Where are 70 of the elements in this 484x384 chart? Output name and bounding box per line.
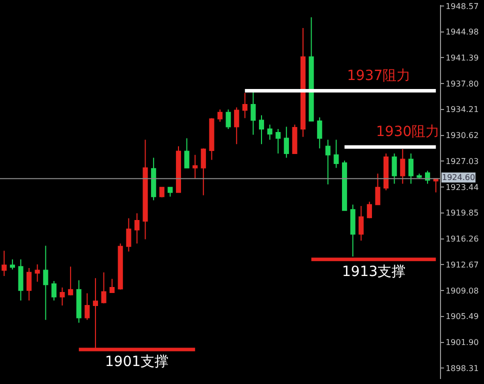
candlestick — [242, 92, 248, 119]
candlestick — [84, 292, 90, 320]
candlestick — [43, 245, 48, 320]
candlestick — [384, 152, 389, 191]
candlestick — [392, 152, 397, 184]
candlestick — [300, 28, 306, 138]
candlestick — [118, 243, 123, 290]
annotation: 1937阻力 — [347, 68, 411, 84]
candlestick — [358, 206, 364, 242]
candlestick — [26, 268, 32, 301]
candlestick — [151, 157, 156, 201]
annotation: 1913支撑 — [342, 264, 406, 280]
candlestick — [168, 186, 173, 198]
y-tick-label: 1937.80 — [446, 79, 479, 88]
candlestick — [101, 272, 106, 304]
y-tick-label: 1912.67 — [446, 260, 479, 270]
candlestick — [366, 201, 372, 219]
y-tick-label: 1916.26 — [446, 234, 479, 244]
candlestick — [60, 286, 65, 306]
candlestick — [18, 258, 24, 301]
candlestick — [276, 128, 281, 154]
candlestick — [126, 218, 132, 252]
candlestick — [226, 108, 231, 130]
candlestick — [375, 173, 380, 206]
candlestick — [68, 266, 74, 296]
candlestick — [51, 280, 56, 301]
candlestick — [342, 160, 348, 211]
candlestick — [192, 154, 198, 180]
candlestick — [433, 178, 438, 193]
y-tick-label: 1923.44 — [446, 182, 479, 192]
candlestick — [10, 258, 15, 270]
candlestick — [159, 186, 164, 198]
candlestick — [209, 118, 214, 160]
candlestick — [134, 212, 140, 244]
candlestick — [184, 138, 190, 168]
y-tick-label: 1941.39 — [446, 53, 479, 62]
candlestick — [400, 148, 406, 184]
y-tick-label: 1934.21 — [446, 105, 479, 114]
ref-line-label: 1924.60 — [442, 173, 476, 182]
y-tick-label: 1901.90 — [446, 338, 479, 348]
candlestick — [176, 146, 182, 193]
y-tick-label: 1919.85 — [446, 208, 479, 218]
candlestick — [2, 250, 7, 276]
candlestick — [334, 139, 339, 168]
y-tick-label: 1944.98 — [446, 28, 479, 37]
candlestick — [200, 148, 206, 196]
candlestick — [34, 264, 40, 282]
candlestick — [284, 126, 289, 158]
y-tick-label: 1909.08 — [446, 286, 479, 296]
candlestick — [234, 106, 240, 145]
candlestick — [325, 139, 330, 185]
y-tick-label: 1905.49 — [446, 312, 479, 322]
candlestick — [217, 108, 223, 122]
y-tick-label: 1927.03 — [446, 156, 479, 166]
y-tick-label: 1898.31 — [446, 364, 479, 373]
candlestick — [250, 90, 256, 136]
annotation: 1930阻力 — [376, 124, 440, 140]
candlestick — [408, 152, 414, 184]
candlestick — [308, 16, 314, 122]
candlestick — [317, 116, 322, 149]
annotation: 1901支撑 — [105, 354, 169, 370]
candlestick — [267, 124, 272, 140]
candlestick — [110, 278, 115, 294]
y-tick-label: 1930.62 — [446, 131, 479, 140]
candlestick — [76, 280, 82, 324]
candlestick — [292, 124, 298, 154]
y-tick-label: 1948.57 — [446, 2, 479, 11]
candlestick — [258, 114, 264, 145]
candlestick — [350, 204, 356, 257]
candlestick — [142, 139, 148, 240]
